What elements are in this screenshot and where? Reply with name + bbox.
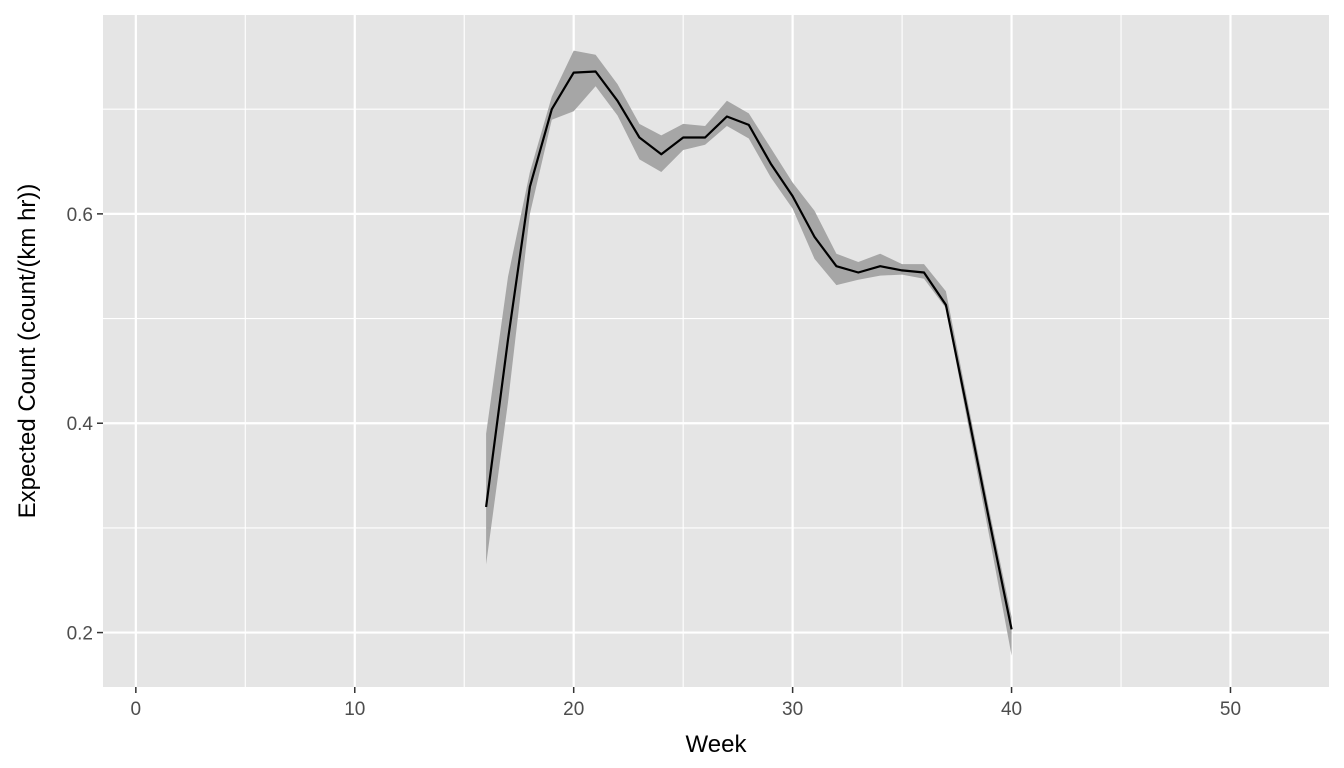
y-tick-label: 0.2 bbox=[67, 624, 93, 645]
x-tick-label: 30 bbox=[782, 699, 803, 720]
y-axis-title: Expected Count (count/(km hr)) bbox=[14, 184, 41, 519]
y-tick-label: 0.4 bbox=[67, 414, 94, 435]
y-axis: 0.2 0.4 0.6 bbox=[67, 205, 103, 645]
x-tick-label: 40 bbox=[1001, 699, 1022, 720]
x-axis: 0 10 20 30 40 50 bbox=[131, 687, 1242, 720]
y-tick-label: 0.6 bbox=[67, 205, 93, 226]
x-tick-label: 10 bbox=[344, 699, 365, 720]
x-tick-label: 50 bbox=[1220, 699, 1241, 720]
x-tick-label: 0 bbox=[131, 699, 142, 720]
x-axis-title: Week bbox=[686, 731, 748, 758]
x-tick-label: 20 bbox=[563, 699, 584, 720]
